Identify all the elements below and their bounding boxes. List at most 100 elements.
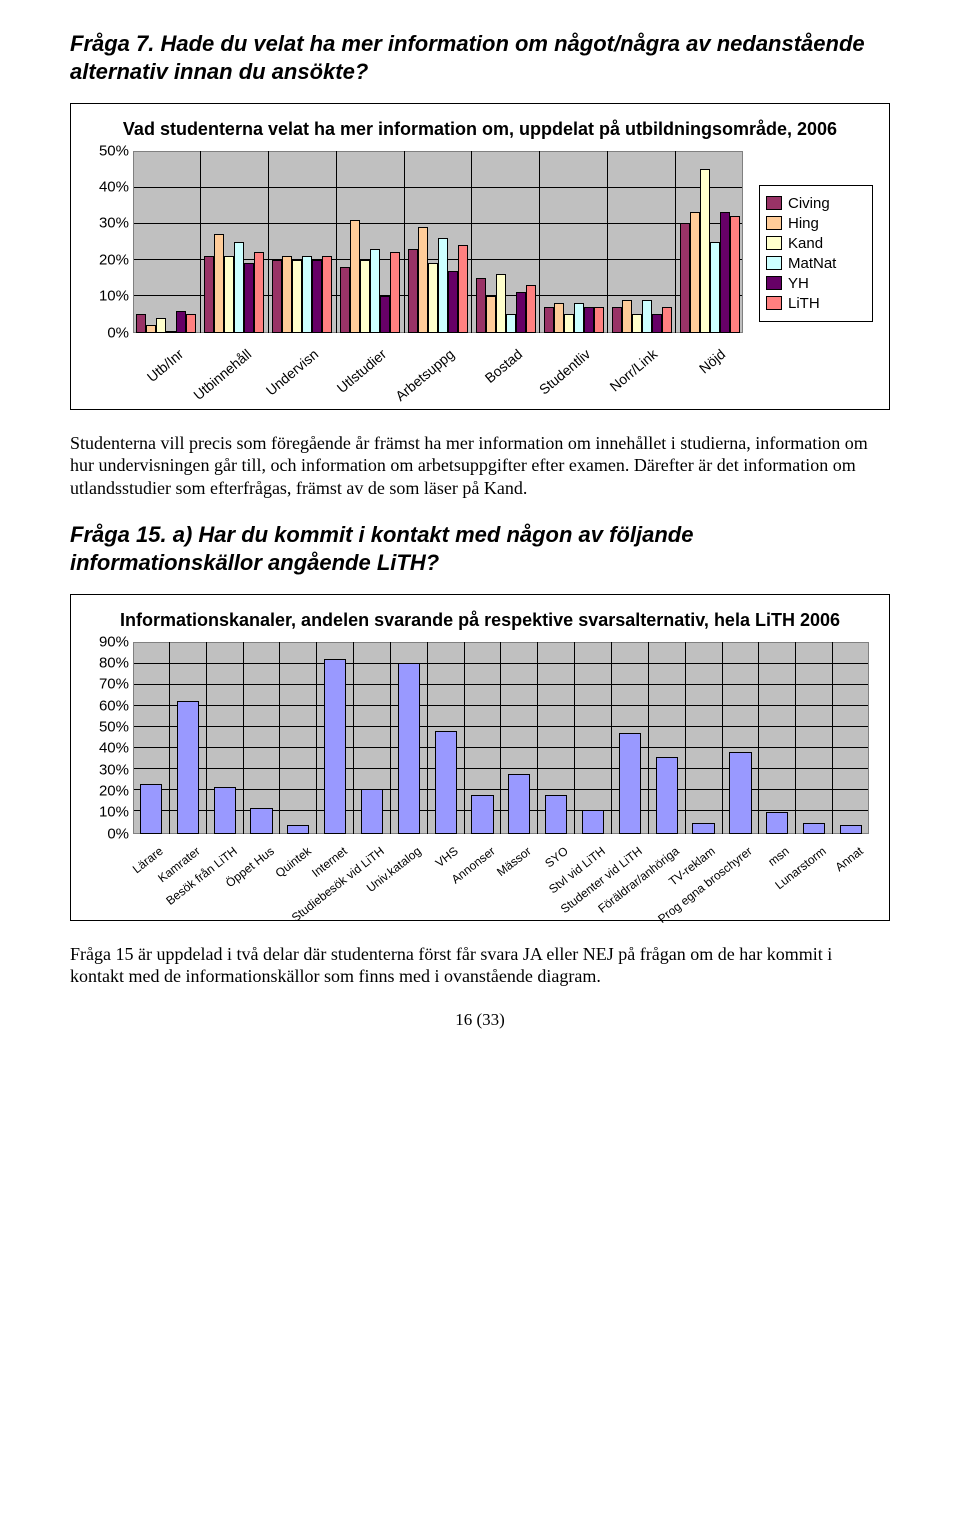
q7-bar — [642, 300, 652, 333]
q7-heading: Fråga 7. Hade du velat ha mer informatio… — [70, 30, 890, 85]
q7-legend-item: Kand — [766, 235, 866, 252]
q15-heading: Fråga 15. a) Har du kommit i kontakt med… — [70, 521, 890, 576]
q15-bar — [324, 659, 346, 834]
q15-body-text: Fråga 15 är uppdelad i två delar där stu… — [70, 943, 890, 988]
q7-bar — [584, 307, 594, 332]
q15-bar — [508, 774, 530, 834]
q15-bar — [840, 825, 862, 834]
q15-bar-wrap — [244, 642, 281, 834]
q7-bar — [370, 249, 380, 333]
q15-bar — [656, 757, 678, 834]
q7-bar — [428, 263, 438, 332]
q15-bar-wrap — [280, 642, 317, 834]
q15-bar-wrap — [391, 642, 428, 834]
q7-bar — [204, 256, 214, 332]
q7-category-label: Utlstudier — [334, 345, 390, 395]
q7-bar — [234, 242, 244, 333]
q7-ylabel: 10% — [99, 288, 129, 305]
q15-bar-wrap — [465, 642, 502, 834]
q15-bar — [729, 752, 751, 833]
q7-bar — [254, 252, 264, 332]
q7-bar — [544, 307, 554, 332]
q7-bar — [622, 300, 632, 333]
q15-category-label: VHS — [432, 843, 460, 869]
q15-bar-wrap — [575, 642, 612, 834]
q7-bar — [350, 220, 360, 333]
q15-chart-title: Informationskanaler, andelen svarande på… — [81, 609, 879, 632]
q7-bar — [612, 307, 622, 332]
q7-bar — [438, 238, 448, 333]
q15-category-label: msn — [765, 843, 791, 868]
q7-bar — [662, 307, 672, 332]
q7-bar — [282, 256, 292, 332]
q15-category-label: Mässor — [495, 843, 535, 878]
q7-bar-group — [676, 151, 743, 333]
q7-bar-group — [405, 151, 473, 333]
q7-bar — [652, 314, 662, 332]
q15-bar-wrap — [833, 642, 869, 834]
q7-bar — [322, 256, 332, 332]
q7-bar — [224, 256, 234, 332]
q7-bar-group — [472, 151, 540, 333]
legend-swatch — [766, 216, 782, 230]
q7-category-label: Utb/Inr — [144, 345, 186, 384]
legend-swatch — [766, 236, 782, 250]
q15-chart-plot: 0%10%20%30%40%50%60%70%80%90% LärareKamr… — [81, 642, 879, 862]
q15-bar — [582, 810, 604, 833]
q7-ylabel: 20% — [99, 251, 129, 268]
legend-label: Hing — [788, 215, 819, 232]
q7-bar — [380, 296, 390, 332]
q7-bar — [730, 216, 740, 332]
q15-bar — [140, 784, 162, 833]
legend-swatch — [766, 276, 782, 290]
q15-bar-wrap — [649, 642, 686, 834]
q15-ylabel: 20% — [99, 783, 129, 798]
q15-bar — [471, 795, 493, 833]
q7-bar — [486, 296, 496, 332]
q7-bar — [516, 292, 526, 332]
q7-legend-item: YH — [766, 275, 866, 292]
q15-bar — [177, 701, 199, 833]
q15-bar — [619, 733, 641, 833]
q7-category-label: Nöjd — [696, 345, 728, 376]
q7-bar — [312, 260, 322, 333]
q15-bar-wrap — [317, 642, 354, 834]
q7-ylabel: 0% — [107, 324, 129, 341]
q15-category-label: Annat — [832, 843, 865, 873]
q7-bar-group — [608, 151, 676, 333]
q7-bar — [506, 314, 516, 332]
q15-ylabel: 40% — [99, 741, 129, 756]
q7-legend: CivingHingKandMatNatYHLiTH — [759, 185, 873, 322]
q7-ylabel: 40% — [99, 178, 129, 195]
q7-bar-group — [269, 151, 337, 333]
q15-ylabel: 70% — [99, 677, 129, 692]
legend-label: Kand — [788, 235, 823, 252]
q15-bar — [803, 823, 825, 834]
q7-bar — [554, 303, 564, 332]
q7-bar — [418, 227, 428, 333]
q7-bar — [700, 169, 710, 333]
q7-bar — [720, 212, 730, 332]
legend-swatch — [766, 256, 782, 270]
q7-chart-plot: 0%10%20%30%40%50% Utb/InrUtbinnehållUnde… — [81, 151, 749, 361]
q7-bar-group — [540, 151, 608, 333]
q15-bar — [287, 825, 309, 834]
q7-bar — [526, 285, 536, 332]
q15-bar-wrap — [723, 642, 760, 834]
q15-bar-wrap — [612, 642, 649, 834]
q15-ylabel: 90% — [99, 634, 129, 649]
q7-bar — [186, 314, 196, 332]
q7-bar — [496, 274, 506, 332]
q7-bar — [176, 311, 186, 333]
legend-swatch — [766, 296, 782, 310]
legend-swatch — [766, 196, 782, 210]
q15-bar — [361, 789, 383, 834]
q7-category-label: Studentliv — [535, 345, 592, 397]
q7-body-text: Studenterna vill precis som föregående å… — [70, 432, 890, 500]
q15-bar-wrap — [538, 642, 575, 834]
q7-bar — [244, 263, 254, 332]
legend-label: Civing — [788, 195, 830, 212]
q7-bar — [136, 314, 146, 332]
q15-bar-wrap — [759, 642, 796, 834]
q7-bar — [574, 303, 584, 332]
